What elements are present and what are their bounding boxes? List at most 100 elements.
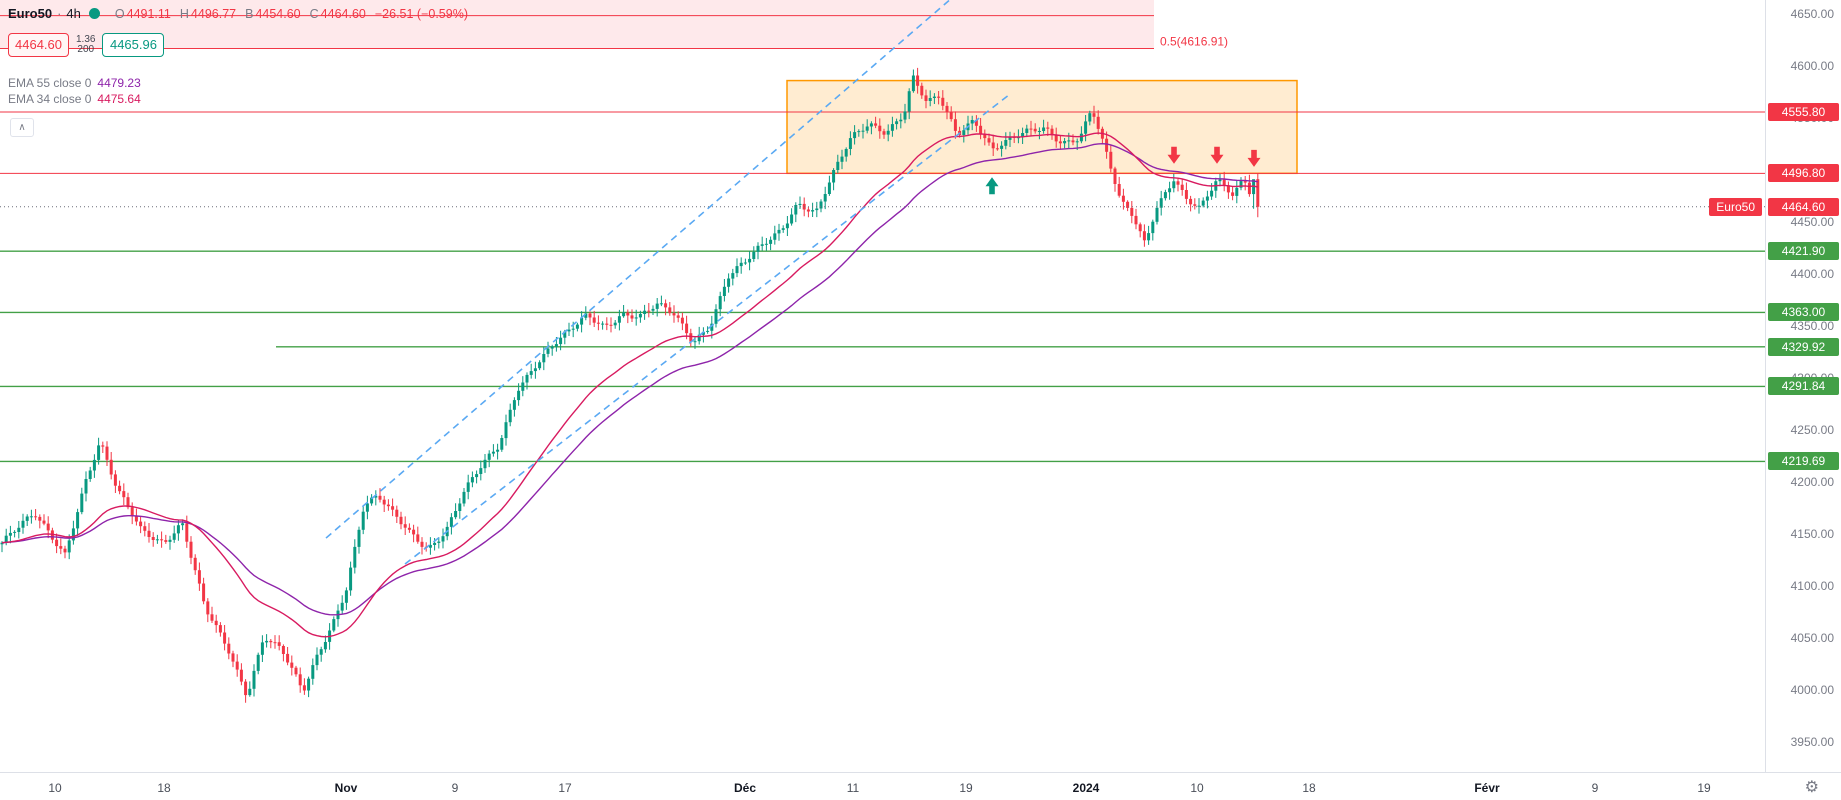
candle-body <box>1117 184 1121 196</box>
candle-body <box>1193 204 1197 206</box>
settings-gear-icon[interactable]: ⚙ <box>1804 779 1819 796</box>
candle-body <box>1126 201 1130 208</box>
candle-body <box>428 544 432 548</box>
candle-body <box>55 539 59 547</box>
candle-body <box>63 548 67 553</box>
time-axis[interactable]: ⚙ 10 18 Nov 9 17 Déc 11 19 2024 10 18 Févr 9 19 <box>0 772 1841 800</box>
candle-body <box>664 303 668 308</box>
candle-body <box>454 511 458 518</box>
symbol-name[interactable]: Euro50 <box>8 6 53 21</box>
candle-body <box>571 328 575 330</box>
candle-body <box>890 124 894 131</box>
spread-value: 1.36 <box>76 33 96 45</box>
candle-body <box>1247 182 1251 195</box>
time-axis-label: 9 <box>1591 781 1599 795</box>
ema55-line[interactable] <box>1 142 1258 616</box>
candle-body <box>206 601 210 615</box>
candle-body <box>122 491 126 498</box>
candle-body <box>706 330 710 332</box>
candle-body <box>1163 192 1167 199</box>
sell-signal-arrow[interactable] <box>1167 146 1181 164</box>
candle-body <box>1155 207 1159 222</box>
candle-body <box>1067 140 1071 142</box>
candle-body <box>1092 113 1096 117</box>
candle-body <box>1096 116 1100 129</box>
candle-body <box>223 632 227 644</box>
candle-body <box>109 459 113 475</box>
candle-body <box>1197 205 1201 207</box>
candle-body <box>252 670 256 689</box>
close-value: 4464.60 <box>320 6 366 21</box>
candle-body <box>609 324 613 326</box>
candle-body <box>937 96 941 98</box>
price-axis[interactable]: 4650.004600.004550.004500.004450.004400.… <box>1765 0 1841 772</box>
candle-body <box>134 516 138 522</box>
candle-body <box>281 646 285 654</box>
candle-body <box>811 210 815 212</box>
candle-body <box>1226 185 1230 193</box>
candle-body <box>256 654 260 671</box>
candle-body <box>0 542 4 545</box>
timeframe-label[interactable]: 4h <box>66 6 81 21</box>
candle-body <box>382 499 386 505</box>
candle-body <box>836 161 840 170</box>
candle-body <box>491 451 495 454</box>
ema34-line[interactable] <box>1 132 1258 638</box>
candle-body <box>466 482 470 492</box>
candle-body <box>533 368 537 372</box>
candle-body <box>718 296 722 310</box>
chart-plot-area[interactable]: 0.5(4616.91) Euro50 · 4h O 4491.11 H 4496.… <box>0 0 1765 772</box>
candle-body <box>575 324 579 329</box>
candle-body <box>340 602 344 611</box>
sell-price-button[interactable]: 4464.60 <box>8 33 69 57</box>
candle-body <box>983 134 987 139</box>
candle-body <box>596 322 600 324</box>
candle-body <box>302 685 306 691</box>
open-label: O <box>114 6 125 21</box>
candle-body <box>67 540 71 553</box>
buy-signal-arrow[interactable] <box>985 177 999 195</box>
fib-retracement-zone[interactable] <box>0 0 1154 49</box>
trendline-dashed[interactable] <box>404 93 1011 565</box>
supply-zone-box[interactable] <box>786 79 1298 175</box>
trendline-dashed[interactable] <box>325 0 950 539</box>
candle-body <box>378 495 382 500</box>
candle-body <box>1218 179 1222 182</box>
level-price-badge: 4555.80 <box>1768 102 1839 121</box>
candle-body <box>239 669 243 682</box>
symbol-legend: Euro50 · 4h O 4491.11 H 4496.77 B 4454.60 C… <box>8 6 468 21</box>
candle-body <box>21 520 25 528</box>
candle-body <box>861 130 865 132</box>
indicator-legend-ema34: EMA 34 close 0 4475.64 <box>8 92 141 106</box>
candle-body <box>916 75 920 86</box>
candle-body <box>46 523 50 531</box>
candle-body <box>441 536 445 542</box>
candle-body <box>84 479 88 494</box>
candle-body <box>34 516 38 518</box>
level-price-badge: 4421.90 <box>1768 242 1839 261</box>
candle-body <box>399 516 403 525</box>
candle-body <box>38 516 42 521</box>
candle-body <box>1168 188 1172 193</box>
candle-body <box>189 541 193 558</box>
candle-body <box>118 485 122 492</box>
candle-body <box>496 449 500 452</box>
ema34-label[interactable]: EMA 34 close 0 <box>8 92 92 106</box>
buy-price-button[interactable]: 4465.96 <box>102 33 165 57</box>
candle-body <box>1046 127 1050 129</box>
candle-body <box>865 126 869 131</box>
collapse-indicators-button[interactable]: ∧ <box>10 118 34 137</box>
sell-signal-arrow[interactable] <box>1247 149 1261 167</box>
ema55-label[interactable]: EMA 55 close 0 <box>8 76 92 90</box>
candle-body <box>1189 198 1193 205</box>
level-price-badge: 4219.69 <box>1768 452 1839 471</box>
candle-body <box>1058 141 1062 144</box>
candle-body <box>626 312 630 316</box>
candle-body <box>798 203 802 205</box>
candle-body <box>50 530 54 540</box>
candle-body <box>659 303 663 305</box>
time-axis-label: 10 <box>48 781 62 795</box>
candle-body <box>59 546 63 549</box>
sell-signal-arrow[interactable] <box>1210 146 1224 164</box>
candle-body <box>479 468 483 474</box>
